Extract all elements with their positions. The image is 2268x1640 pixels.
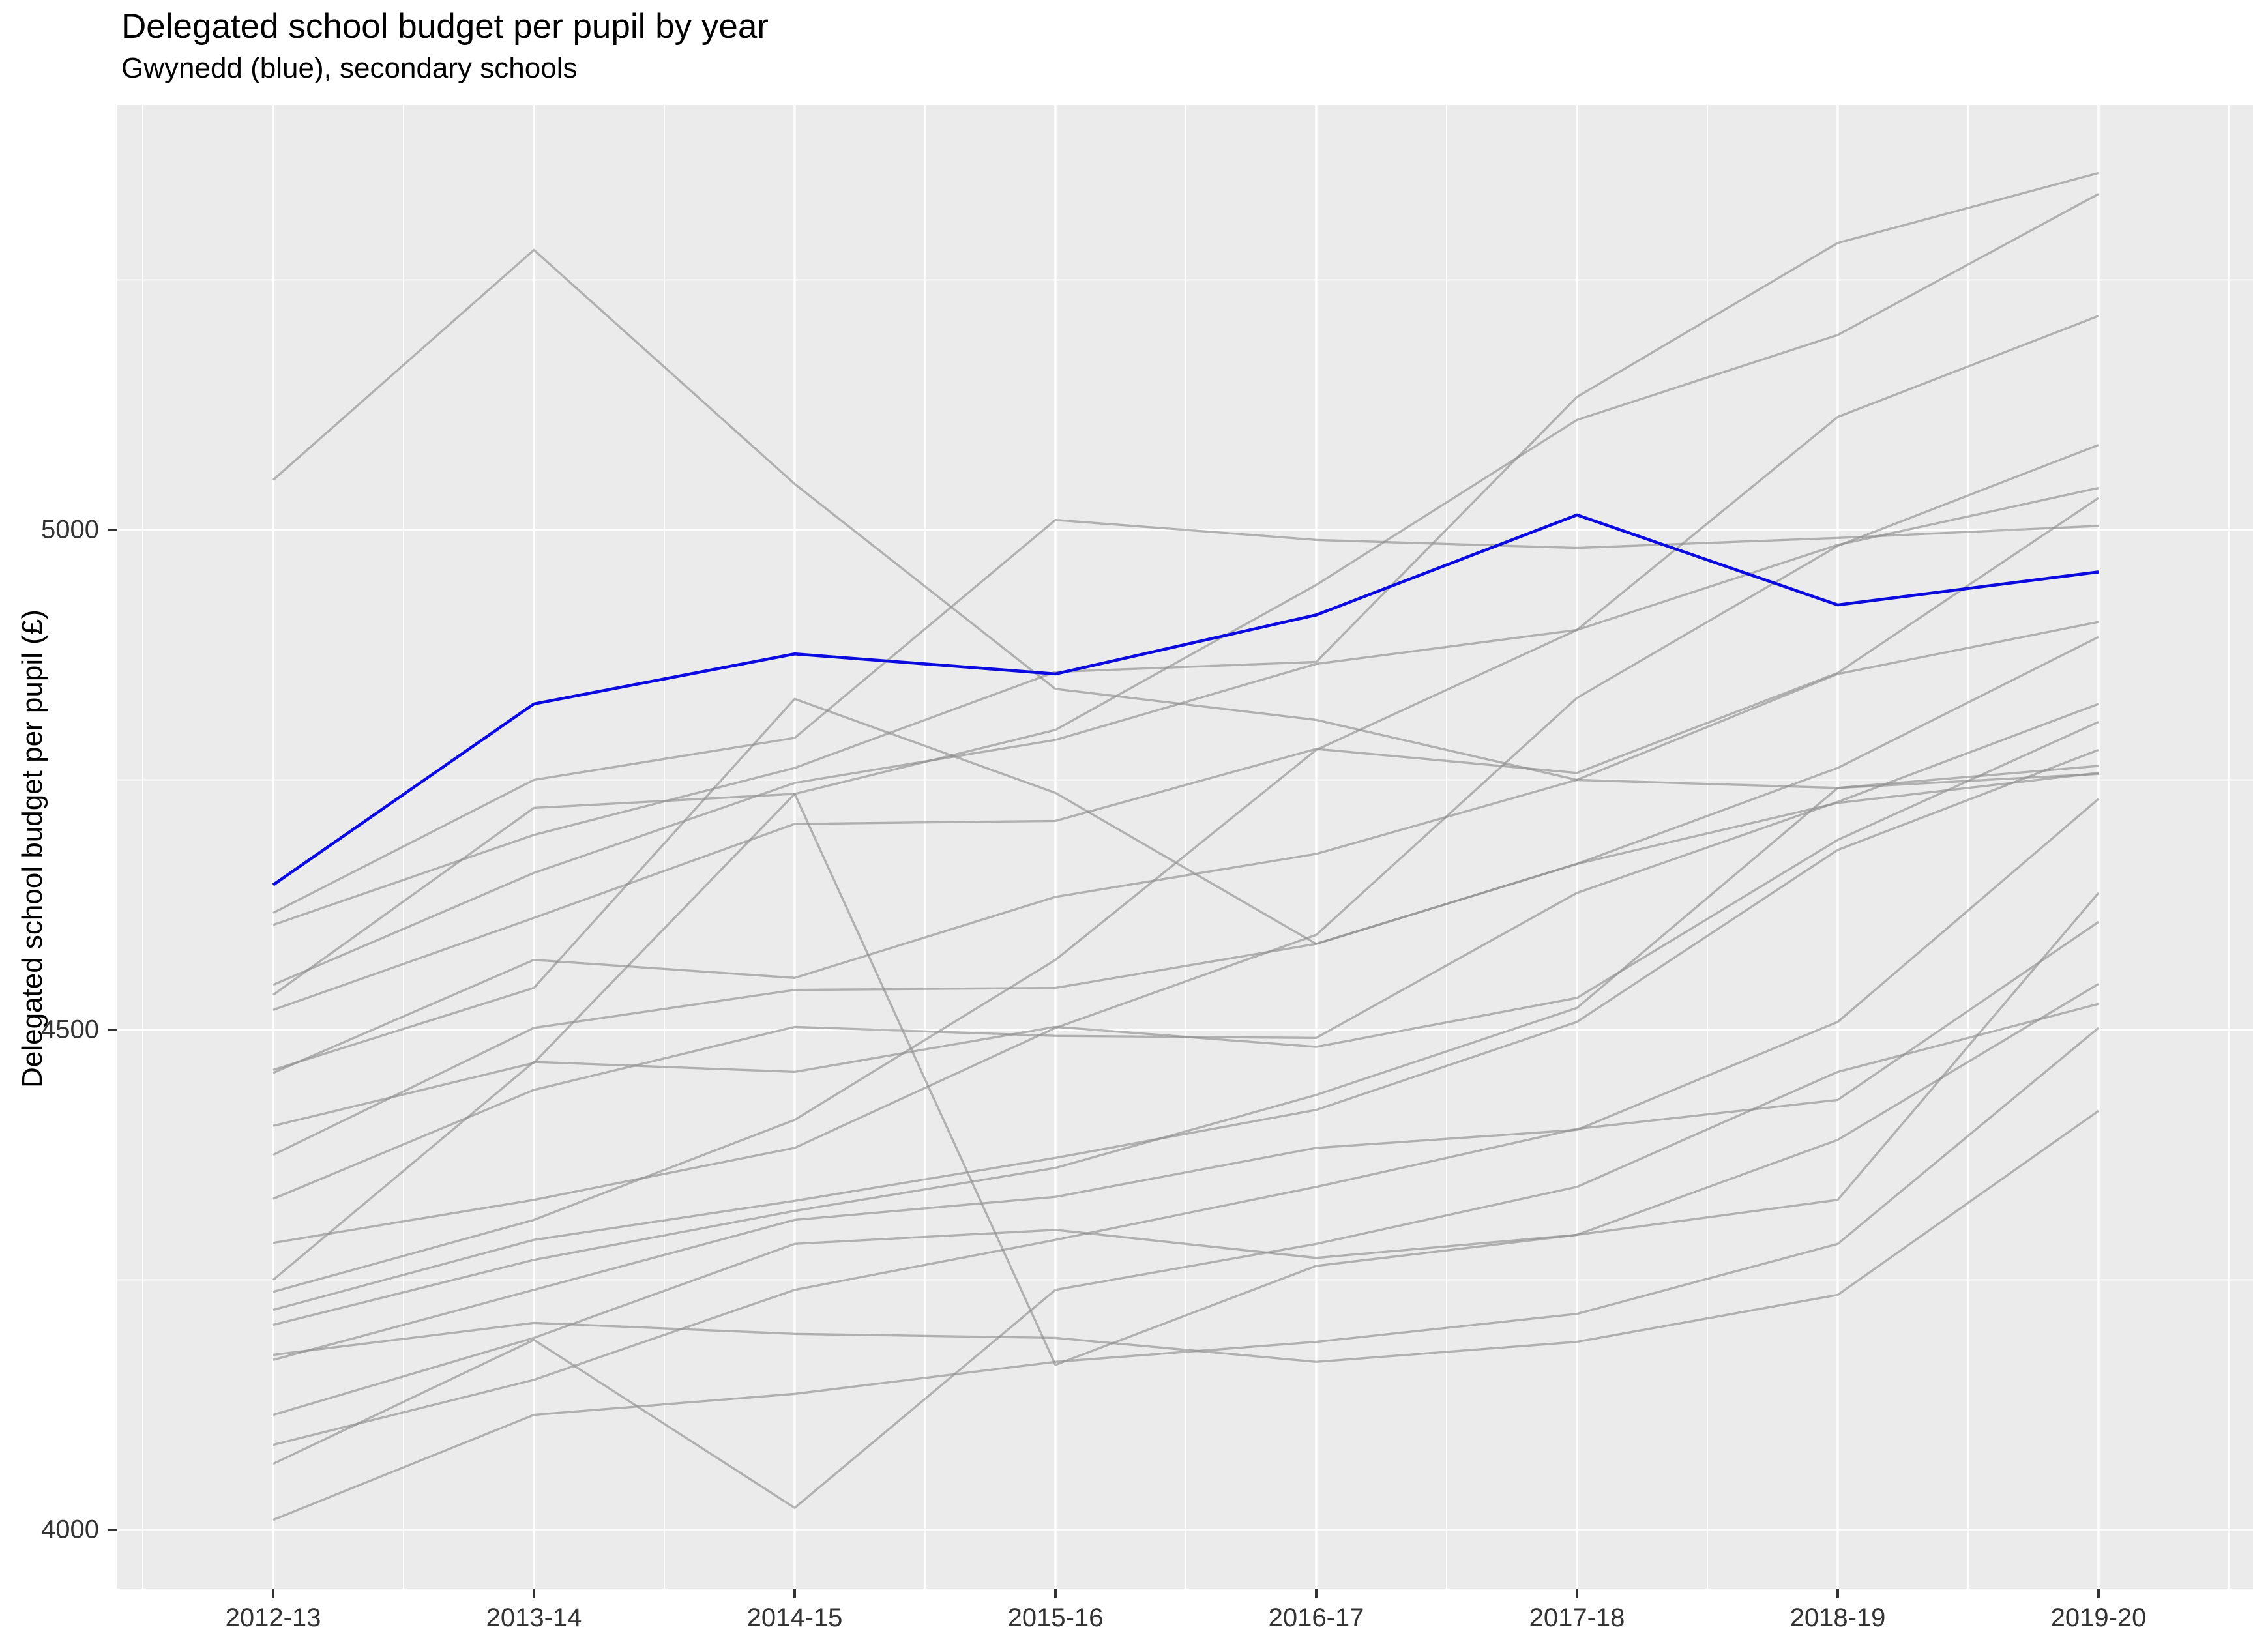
budget-line-line-20 [272,1027,2100,1521]
y-tick-label-4500: 4500 [41,1015,99,1044]
chart-title: Delegated school budget per pupil by yea… [121,7,769,46]
x-tick-label-2017-18: 2017-18 [1529,1603,1625,1632]
gwynedd-highlight-line [272,513,2099,886]
budget-line-line-06 [272,444,2099,1244]
y-tick-label-5000: 5000 [41,515,99,544]
budget-line-line-02 [272,518,2099,915]
budget-line-line-01 [272,248,2099,789]
y-tick-label-4000: 4000 [41,1515,99,1544]
budget-line-line-07 [272,486,2099,986]
axis-tick-marks [108,529,2100,1598]
budget-line-line-18 [272,793,2099,1367]
budget-line-line-19 [272,1003,2099,1510]
x-tick-label-2012-13: 2012-13 [225,1603,321,1632]
x-tick-label-2018-19: 2018-19 [1789,1603,1886,1632]
budget-line-line-16 [272,892,2100,1416]
budget-line-line-08 [272,497,2099,1011]
budget-line-line-10 [272,636,2099,1156]
budget-line-line-14 [272,765,2099,1326]
budget-line-line-15 [272,798,2100,1361]
budget-line-line-12 [272,720,2099,1281]
budget-line-line-05 [272,315,2099,1293]
x-tick-label-2013-14: 2013-14 [486,1603,582,1632]
x-tick-label-2014-15: 2014-15 [746,1603,843,1632]
x-tick-label-2019-20: 2019-20 [2050,1603,2147,1632]
budget-line-line-17 [272,920,2099,1446]
school-budget-lines [272,171,2100,1521]
chart-subtitle: Gwynedd (blue), secondary schools [121,52,578,84]
budget-line-line-21 [272,1109,2099,1363]
budget-line-line-04 [272,171,2099,926]
plot-panel [117,105,2253,1589]
x-tick-label-2015-16: 2015-16 [1007,1603,1104,1632]
budget-line-line-22 [272,697,2099,1071]
budget-line-line-09 [272,621,2099,1074]
budget-line-line-03 [272,193,2099,1127]
x-tick-label-2016-17: 2016-17 [1268,1603,1364,1632]
budget-line-line-13 [272,748,2099,1311]
